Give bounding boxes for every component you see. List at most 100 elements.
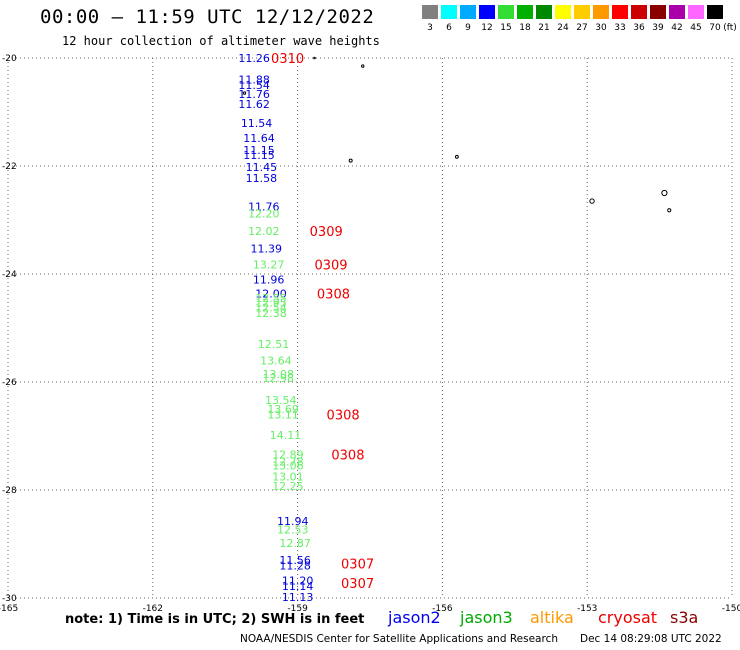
wave-height-label: 11.28 bbox=[279, 560, 311, 573]
wave-height-label: 11.76 bbox=[238, 88, 270, 101]
wave-height-label: 13.08 bbox=[263, 368, 295, 381]
wave-height-label: 11.76 bbox=[248, 201, 280, 214]
legend-label: 30 bbox=[595, 23, 607, 33]
lon-tick-label: -150 bbox=[722, 604, 740, 614]
legend-swatch bbox=[688, 5, 704, 19]
island-marker bbox=[454, 154, 459, 159]
lat-tick-label: -22 bbox=[2, 162, 17, 172]
wave-height-label: 12.55 bbox=[255, 292, 287, 305]
legend-label: 3 bbox=[427, 23, 433, 33]
legend-swatch bbox=[536, 5, 552, 19]
wave-height-label: 11.58 bbox=[246, 172, 278, 185]
island-marker bbox=[589, 198, 595, 204]
wave-height-label: 11.94 bbox=[277, 515, 309, 528]
legend-swatch bbox=[479, 5, 495, 19]
island-marker bbox=[361, 64, 365, 68]
wave-height-label: 11.54 bbox=[238, 79, 270, 92]
satellite-name-cryosat: cryosat bbox=[598, 608, 658, 627]
lat-tick-label: -24 bbox=[2, 270, 17, 280]
time-label: 0307 bbox=[341, 557, 374, 572]
page-title: 00:00 – 11:59 UTC 12/12/2022 bbox=[40, 6, 375, 28]
legend-swatch bbox=[460, 5, 476, 19]
satellite-name-jason2: jason2 bbox=[388, 608, 441, 627]
wave-height-label: 12.53 bbox=[277, 523, 309, 536]
lat-tick-label: -26 bbox=[2, 378, 17, 388]
time-label: 0308 bbox=[331, 448, 364, 463]
wave-height-label: 11.15 bbox=[243, 144, 275, 157]
wave-height-label: 13.06 bbox=[272, 460, 304, 473]
legend-swatch bbox=[650, 5, 666, 19]
credit-line: NOAA/NESDIS Center for Satellite Applica… bbox=[240, 633, 558, 645]
legend-swatch bbox=[574, 5, 590, 19]
legend-swatch bbox=[612, 5, 628, 19]
wave-height-label: 12.87 bbox=[279, 537, 311, 550]
wave-height-label: 13.11 bbox=[267, 408, 299, 421]
lon-tick-label: -156 bbox=[432, 604, 453, 614]
legend-swatch bbox=[631, 5, 647, 19]
legend-label: 24 bbox=[557, 23, 569, 33]
wave-height-label: 11.39 bbox=[250, 243, 282, 256]
island-marker bbox=[667, 208, 672, 213]
wave-height-label: 12.00 bbox=[255, 287, 287, 300]
legend-label: 9 bbox=[465, 23, 471, 33]
island-marker bbox=[661, 189, 668, 197]
time-label: 0309 bbox=[310, 225, 343, 240]
generated-timestamp: Dec 14 08:29:08 UTC 2022 bbox=[580, 633, 722, 645]
wave-height-label: 13.69 bbox=[267, 403, 299, 416]
time-label: 0308 bbox=[327, 408, 360, 423]
wave-height-label: 11.15 bbox=[243, 149, 275, 162]
wave-height-label: 11.62 bbox=[238, 98, 270, 111]
lon-tick-label: -159 bbox=[287, 604, 308, 614]
legend-swatch bbox=[517, 5, 533, 19]
wave-height-label: 13.01 bbox=[272, 471, 304, 484]
satellite-name-s3a: s3a bbox=[670, 608, 699, 627]
lat-tick-label: -30 bbox=[2, 594, 17, 604]
wave-height-label: 11.20 bbox=[282, 575, 314, 588]
legend-label: 27 bbox=[576, 23, 588, 33]
wave-height-label: 13.54 bbox=[265, 394, 297, 407]
island-marker bbox=[348, 158, 353, 163]
time-label: 0309 bbox=[314, 258, 347, 273]
legend-label: 15 bbox=[500, 23, 512, 33]
legend-swatch bbox=[422, 5, 438, 19]
wave-height-label: 11.14 bbox=[282, 580, 314, 593]
island-marker bbox=[242, 91, 247, 95]
legend-swatch bbox=[498, 5, 514, 19]
legend-label: 12 bbox=[481, 23, 493, 33]
legend-label: 6 bbox=[446, 23, 452, 33]
legend-label: 21 bbox=[538, 23, 550, 33]
wave-height-label: 13.27 bbox=[253, 258, 285, 271]
wave-height-label: 12.02 bbox=[248, 225, 280, 238]
legend-label: 33 bbox=[614, 23, 626, 33]
time-label: 0308 bbox=[317, 287, 350, 302]
wave-height-label: 12.38 bbox=[255, 307, 287, 320]
legend-label: 70 bbox=[709, 23, 721, 33]
legend-label: 45 bbox=[690, 23, 702, 33]
time-label: 0310 bbox=[271, 52, 304, 67]
lon-tick-label: -165 bbox=[0, 604, 18, 614]
legend-swatch bbox=[441, 5, 457, 19]
wave-height-label: 12.20 bbox=[248, 208, 280, 221]
wave-height-label: 11.26 bbox=[238, 52, 270, 65]
time-label: 0307 bbox=[341, 577, 374, 592]
wave-height-label: 13.64 bbox=[260, 354, 292, 367]
wave-height-label: 14.11 bbox=[270, 429, 302, 442]
lon-tick-label: -162 bbox=[143, 604, 163, 614]
lat-tick-label: -20 bbox=[2, 54, 17, 64]
wave-height-label: 12.54 bbox=[255, 301, 287, 314]
satellite-name-jason3: jason3 bbox=[460, 608, 513, 627]
page-subtitle: 12 hour collection of altimeter wave hei… bbox=[62, 34, 380, 48]
lat-tick-label: -28 bbox=[2, 486, 17, 496]
wave-height-label: 12.51 bbox=[258, 338, 290, 351]
wave-height-label: 11.13 bbox=[282, 591, 314, 604]
legend-label: 39 bbox=[652, 23, 664, 33]
legend-swatch bbox=[555, 5, 571, 19]
legend-label: 36 bbox=[633, 23, 645, 33]
legend-swatch bbox=[707, 5, 723, 19]
wave-height-label: 12.98 bbox=[263, 372, 295, 385]
footer-note: note: 1) Time is in UTC; 2) SWH is in fe… bbox=[65, 612, 365, 627]
wave-height-label: 12.78 bbox=[272, 455, 304, 468]
satellite-name-altika: altika bbox=[530, 608, 574, 627]
wave-height-label: 11.54 bbox=[241, 117, 273, 130]
